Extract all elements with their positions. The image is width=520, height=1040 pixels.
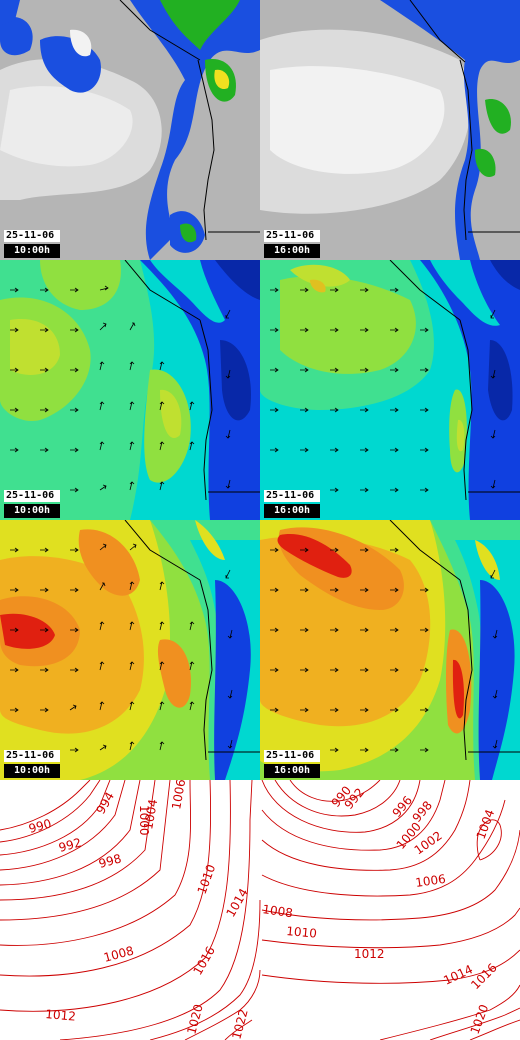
- wind-map-high-16h: 25-11-06 16:00h: [260, 520, 520, 780]
- time-label: 10:00h: [4, 244, 60, 258]
- date-label: 25-11-06: [4, 230, 60, 242]
- date-label: 25-11-06: [264, 230, 320, 242]
- timestamp: 25-11-06 16:00h: [264, 490, 320, 518]
- time-label: 10:00h: [4, 504, 60, 518]
- timestamp: 25-11-06 10:00h: [4, 490, 60, 518]
- isobar-label: 990: [27, 816, 53, 835]
- wind-arrows: [270, 547, 498, 753]
- cloud-map-10h: 25-11-06 10:00h: [0, 0, 260, 260]
- cloud-map-graphic: [260, 0, 520, 260]
- isobar-label: 992: [57, 835, 83, 854]
- date-label: 25-11-06: [4, 490, 60, 502]
- timestamp: 25-11-06 16:00h: [264, 230, 320, 258]
- isobar-label: 1004: [141, 798, 160, 831]
- isobar-label: 1008: [262, 902, 294, 920]
- isobar-label: 1010: [286, 924, 318, 941]
- date-label: 25-11-06: [264, 750, 320, 762]
- isobar-label: 1006: [414, 872, 446, 890]
- wind-map-graphic: [260, 520, 520, 780]
- wind-map-graphic: [0, 260, 260, 520]
- isobar-graphic: 990 992 994 998 1000 1004 1006 1010 1014…: [0, 780, 520, 1040]
- wind-map-graphic: [0, 520, 260, 780]
- time-label: 16:00h: [264, 764, 320, 778]
- cloud-map-graphic: [0, 0, 260, 260]
- wind-map-low-16h: 25-11-06 16:00h: [260, 260, 520, 520]
- timestamp: 25-11-06 10:00h: [4, 230, 60, 258]
- wind-arrows: [10, 285, 231, 493]
- wind-map-high-10h: 25-11-06 10:00h: [0, 520, 260, 780]
- date-label: 25-11-06: [4, 750, 60, 762]
- time-label: 16:00h: [264, 504, 320, 518]
- isobar-label: 1012: [45, 1007, 77, 1024]
- time-label: 16:00h: [264, 244, 320, 258]
- isobar-label: 1012: [354, 947, 385, 961]
- wind-arrows: [10, 543, 233, 753]
- isobar-lines-left: [0, 780, 261, 1040]
- pressure-isobar-maps: 990 992 994 998 1000 1004 1006 1010 1014…: [0, 780, 520, 1040]
- isobar-label: 1000: [137, 805, 151, 836]
- timestamp: 25-11-06 10:00h: [4, 750, 60, 778]
- isobar-label: 998: [97, 851, 123, 870]
- isobar-lines-right: [261, 780, 520, 1040]
- time-label: 10:00h: [4, 764, 60, 778]
- wind-arrows: [270, 287, 496, 493]
- wind-map-graphic: [260, 260, 520, 520]
- isobar-label: 1006: [169, 780, 188, 811]
- timestamp: 25-11-06 16:00h: [264, 750, 320, 778]
- date-label: 25-11-06: [264, 490, 320, 502]
- wind-map-low-10h: 25-11-06 10:00h: [0, 260, 260, 520]
- cloud-map-16h: 25-11-06 16:00h: [260, 0, 520, 260]
